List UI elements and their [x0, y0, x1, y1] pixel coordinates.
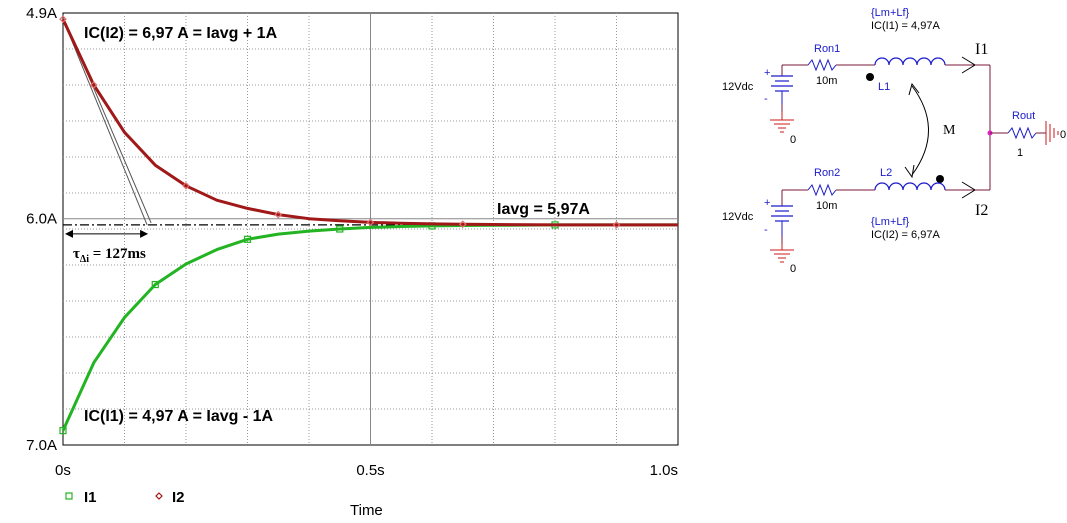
tau-annotation: τΔi = 127ms — [73, 246, 146, 265]
ground-1: 0 — [770, 112, 796, 146]
x-tick-label: 0.5s — [356, 462, 384, 479]
i2-port-label: I2 — [975, 202, 988, 219]
tau-arrow-right-head — [140, 229, 149, 238]
source-2-label: 12Vdc — [722, 211, 754, 223]
svg-text:Ron1: Ron1 — [814, 43, 840, 55]
tau-arrow-left-head — [65, 229, 73, 238]
rout-resistor: Rout 1 — [987, 110, 1046, 159]
data-point-i2 — [612, 221, 621, 229]
svg-text:+: + — [764, 197, 770, 209]
data-point-i1 — [336, 225, 344, 233]
svg-text:-: - — [764, 93, 768, 105]
svg-text:IC(I1) = 4,97A: IC(I1) = 4,97A — [871, 20, 940, 32]
svg-text:0: 0 — [1060, 129, 1066, 141]
i2-initial-annotation: IC(I2) = 6,97 A = Iavg + 1A — [84, 25, 278, 42]
iavg-annotation: Iavg = 5,97A — [497, 201, 590, 218]
chart: 4.9A 6.0A 7.0A 0s 0.5s 1.0s IC(I2) = 6,97 A … — [26, 5, 679, 519]
legend-i2-marker — [155, 492, 163, 500]
i1-port-label: I1 — [975, 41, 988, 58]
source-1-label: 12Vdc — [722, 81, 754, 93]
series-line-i2 — [61, 18, 678, 227]
series-group — [59, 15, 678, 435]
svg-text:0: 0 — [790, 263, 796, 275]
svg-text:10m: 10m — [816, 75, 837, 87]
data-point-i1 — [59, 427, 67, 435]
legend: I1 I2 — [65, 489, 185, 506]
y-tick-label: 6.0A — [26, 211, 57, 228]
source-1: + - 12Vdc — [722, 64, 808, 112]
data-point-i2 — [59, 15, 67, 24]
l2-inductor: L2 {Lm+Lf} IC(I2) = 6,97A I2 — [871, 167, 988, 241]
svg-text:+: + — [764, 67, 770, 79]
legend-i1-marker — [65, 492, 73, 500]
l1-inductor: L1 {Lm+Lf} IC(I1) = 4,97A I1 — [866, 7, 988, 93]
svg-text:{Lm+Lf}: {Lm+Lf} — [871, 216, 910, 228]
ground-2: 0 — [770, 244, 796, 275]
data-point-i1 — [151, 280, 159, 289]
y-tick-label: 4.9A — [26, 5, 57, 22]
i1-initial-annotation: IC(I1) = 4,97 A = Iavg - 1A — [84, 408, 274, 425]
svg-text:-: - — [764, 224, 768, 236]
svg-text:0: 0 — [790, 134, 796, 146]
svg-text:1: 1 — [1017, 147, 1023, 159]
mutual-label: M — [943, 123, 956, 138]
x-tick-label: 0s — [55, 462, 71, 479]
ron2-resistor: Ron2 10m — [807, 167, 875, 212]
svg-text:10m: 10m — [816, 200, 837, 212]
y-tick-label: 7.0A — [26, 437, 57, 454]
data-point-i1 — [243, 235, 252, 243]
mutual-coupling: M — [904, 82, 956, 179]
l1-dot — [866, 73, 874, 81]
legend-i1-label: I1 — [84, 489, 97, 506]
svg-text:Ron2: Ron2 — [814, 167, 840, 179]
data-point-i2 — [366, 218, 375, 227]
data-point-i2 — [274, 210, 283, 219]
source-2: + - 12Vdc — [722, 189, 808, 244]
y-tick-labels: 4.9A 6.0A 7.0A — [26, 5, 57, 454]
circuit-schematic: + - 12Vdc 0 Ron1 10m L1 {Lm+Lf} IC(I1) =… — [722, 7, 1066, 275]
data-point-i2 — [182, 181, 190, 190]
svg-text:Rout: Rout — [1012, 110, 1035, 122]
x-axis-title: Time — [350, 502, 383, 519]
x-tick-label: 1.0s — [650, 462, 678, 479]
ron1-resistor: Ron1 10m — [807, 43, 875, 87]
data-point-i2 — [458, 220, 467, 229]
grid — [63, 13, 678, 445]
svg-text:IC(I2) = 6,97A: IC(I2) = 6,97A — [871, 229, 940, 241]
ground-3: 0 — [1045, 121, 1066, 145]
svg-text:L1: L1 — [878, 81, 890, 93]
tau-tangent-line — [62, 18, 148, 226]
l2-dot — [936, 175, 944, 183]
svg-text:L2: L2 — [880, 167, 892, 179]
svg-text:{Lm+Lf}: {Lm+Lf} — [871, 7, 910, 19]
x-tick-labels: 0s 0.5s 1.0s — [55, 462, 678, 479]
legend-i2-label: I2 — [172, 489, 185, 506]
data-point-i2 — [89, 81, 98, 89]
